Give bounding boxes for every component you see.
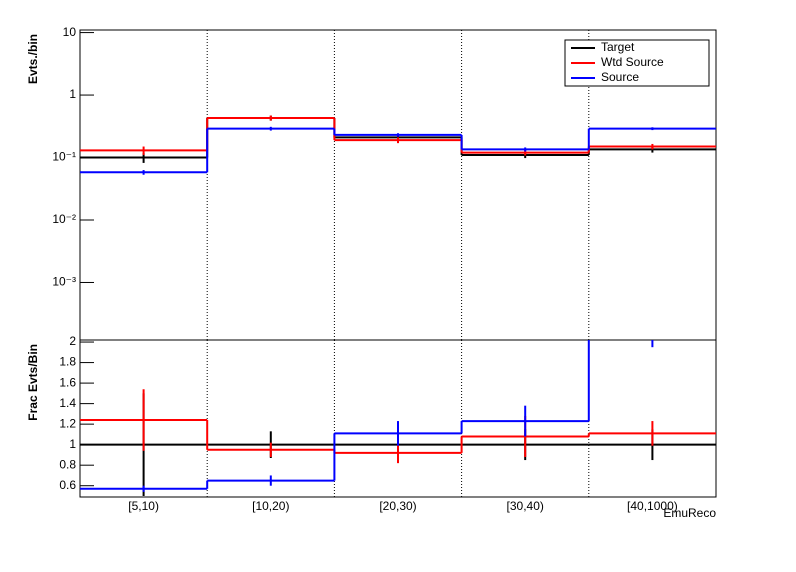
y-axis-title: Frac Evts/Bin (26, 344, 40, 421)
y-tick-label: 10⁻² (52, 212, 76, 226)
x-tick-label: [5,10) (128, 499, 159, 513)
legend-label: Target (601, 40, 635, 54)
y-tick-label: 10 (63, 25, 77, 39)
plot-frame (79, 339, 717, 498)
y-tick-label: 1.4 (59, 396, 76, 410)
x-tick-label: [10,20) (252, 499, 289, 513)
y-tick-label: 0.8 (59, 457, 76, 471)
y-tick-label: 0.6 (59, 478, 76, 492)
x-axis-title: EmuReco (663, 506, 716, 520)
legend-label: Source (601, 70, 639, 84)
y-tick-label: 10⁻³ (52, 275, 76, 289)
plot-area (80, 340, 716, 496)
y-tick-label: 1.6 (59, 375, 76, 389)
y-tick-label: 1 (69, 437, 76, 451)
plot-area (80, 115, 716, 175)
y-tick-label: 1.2 (59, 416, 76, 430)
legend-label: Wtd Source (601, 55, 664, 69)
y-tick-label: 10⁻¹ (52, 150, 76, 164)
y-tick-label: 2 (69, 334, 76, 348)
y-tick-label: 1.8 (59, 355, 76, 369)
x-tick-label: [40,1000) (627, 499, 678, 513)
x-tick-label: [20,30) (379, 499, 416, 513)
x-tick-label: [30,40) (507, 499, 544, 513)
y-tick-label: 1 (69, 87, 76, 101)
y-axis-title: Evts./bin (26, 34, 40, 84)
